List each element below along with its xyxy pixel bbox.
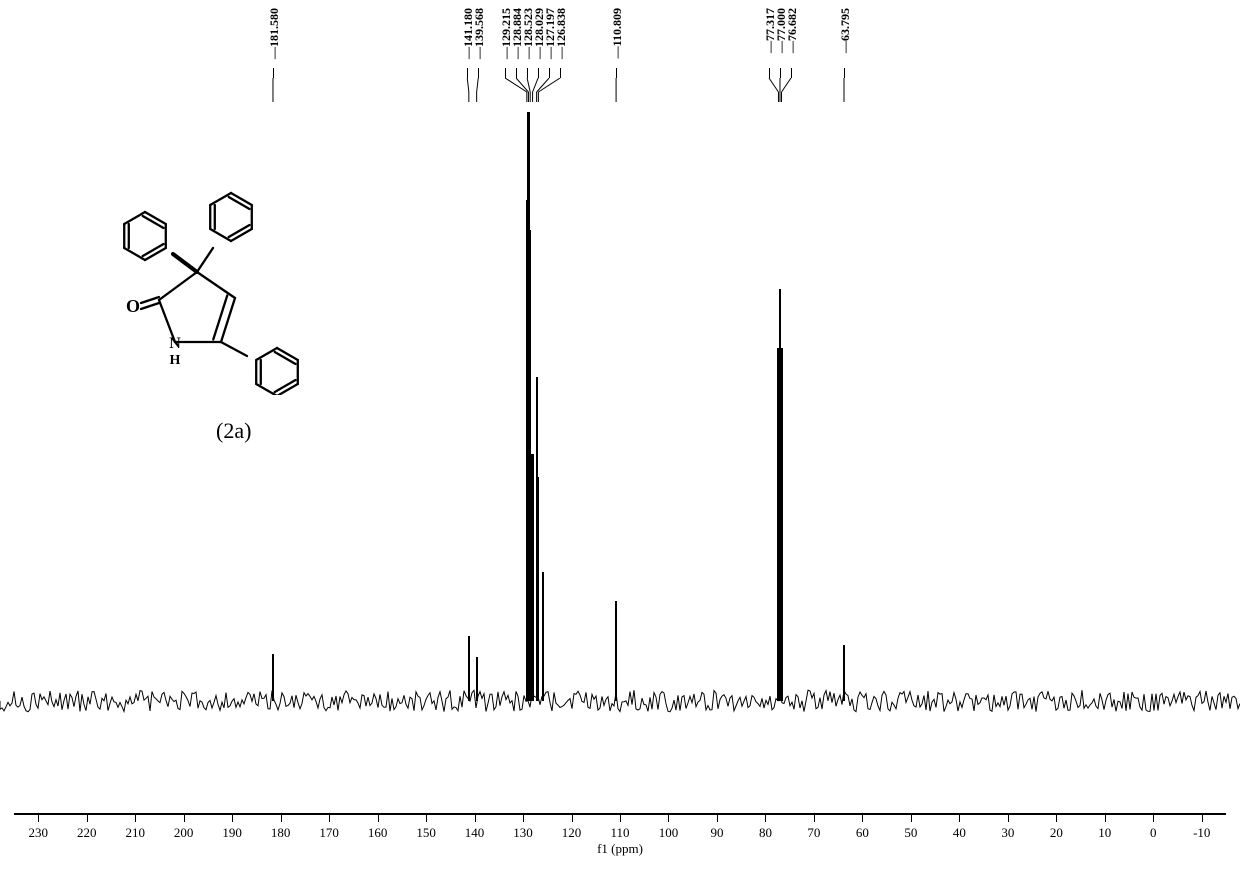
nmr-peak — [781, 348, 783, 701]
axis-tick-label: 40 — [953, 825, 966, 841]
axis-minor-tick — [329, 813, 330, 818]
axis-minor-tick — [232, 813, 233, 818]
axis-minor-tick — [717, 813, 718, 818]
axis-minor-tick — [668, 813, 669, 818]
axis-tick-label: 70 — [807, 825, 820, 841]
peak-value-label: —181.580 — [267, 8, 282, 59]
axis-minor-tick — [135, 813, 136, 818]
axis-title: f1 (ppm) — [597, 841, 643, 857]
peak-connector — [616, 68, 617, 78]
axis-minor-tick — [620, 813, 621, 818]
axis-tick-label: 110 — [610, 825, 629, 841]
axis-minor-tick — [378, 813, 379, 818]
axis-minor-tick — [959, 813, 960, 818]
axis-minor-tick — [38, 813, 39, 818]
axis-minor-tick — [1056, 813, 1057, 818]
nmr-peak — [468, 636, 470, 701]
peak-connector — [791, 68, 792, 78]
molecular-structure: O NH — [89, 135, 349, 395]
peak-value-label: —63.795 — [838, 8, 853, 53]
axis-minor-tick — [1008, 813, 1009, 818]
peak-connector — [780, 68, 781, 78]
axis-minor-tick — [1153, 813, 1154, 818]
axis-tick-label: 150 — [416, 825, 436, 841]
axis-tick-label: 20 — [1050, 825, 1063, 841]
axis-tick-label: 80 — [759, 825, 772, 841]
axis-tick-label: 230 — [28, 825, 48, 841]
axis-tick-label: 190 — [222, 825, 242, 841]
peak-connector — [505, 68, 506, 78]
peak-value-label: —126.838 — [554, 8, 569, 59]
axis-minor-tick — [765, 813, 766, 818]
peak-value-label: —76.682 — [785, 8, 800, 53]
peak-connector — [527, 68, 528, 78]
axis-minor-tick — [426, 813, 427, 818]
nmr-peak — [476, 657, 478, 701]
nmr-peak — [531, 454, 533, 701]
axis-tick-label: 200 — [174, 825, 194, 841]
axis-minor-tick — [523, 813, 524, 818]
svg-text:N: N — [169, 335, 181, 352]
axis-minor-tick — [281, 813, 282, 818]
x-axis: f1 (ppm) 2302202102001901801701601501401… — [0, 813, 1240, 863]
axis-tick-label: 180 — [271, 825, 291, 841]
peak-connector — [844, 68, 845, 78]
axis-tick-label: 160 — [368, 825, 388, 841]
peak-value-label: —139.568 — [472, 8, 487, 59]
peak-connector — [273, 68, 274, 78]
axis-tick-label: 30 — [1001, 825, 1014, 841]
axis-minor-tick — [1105, 813, 1106, 818]
axis-tick-label: -10 — [1193, 825, 1210, 841]
axis-minor-tick — [814, 813, 815, 818]
peak-value-label: —110.809 — [610, 8, 625, 58]
peak-connector — [516, 68, 517, 78]
axis-tick-label: 220 — [77, 825, 97, 841]
nmr-peak — [615, 601, 617, 701]
axis-tick-label: 0 — [1150, 825, 1157, 841]
axis-tick-label: 210 — [125, 825, 145, 841]
figure: —181.580—141.180—139.568—129.215—128.884… — [0, 0, 1240, 873]
compound-label: (2a) — [216, 418, 251, 444]
peak-connector — [549, 68, 550, 78]
svg-text:H: H — [170, 353, 181, 368]
axis-minor-tick — [475, 813, 476, 818]
axis-tick-label: 10 — [1098, 825, 1111, 841]
nmr-peak — [542, 572, 544, 702]
axis-minor-tick — [87, 813, 88, 818]
nmr-peak — [272, 654, 274, 701]
peak-label-region: —181.580—141.180—139.568—129.215—128.884… — [0, 0, 1240, 80]
axis-minor-tick — [862, 813, 863, 818]
axis-tick-label: 140 — [465, 825, 485, 841]
axis-tick-label: 120 — [562, 825, 582, 841]
nmr-peak — [537, 477, 539, 701]
axis-tick-label: 90 — [710, 825, 723, 841]
peak-connector — [478, 68, 479, 78]
nmr-peak — [843, 645, 845, 701]
axis-tick-label: 60 — [856, 825, 869, 841]
peak-connector — [538, 68, 539, 78]
axis-minor-tick — [572, 813, 573, 818]
axis-tick-label: 130 — [513, 825, 533, 841]
peak-connector — [467, 68, 468, 78]
axis-tick-label: 50 — [904, 825, 917, 841]
baseline-noise — [0, 689, 1240, 713]
axis-tick-label: 100 — [659, 825, 679, 841]
peak-connector — [560, 68, 561, 78]
axis-minor-tick — [1202, 813, 1203, 818]
axis-tick-label: 170 — [319, 825, 339, 841]
axis-minor-tick — [184, 813, 185, 818]
svg-text:O: O — [126, 296, 140, 316]
peak-connector — [769, 68, 770, 78]
axis-minor-tick — [911, 813, 912, 818]
